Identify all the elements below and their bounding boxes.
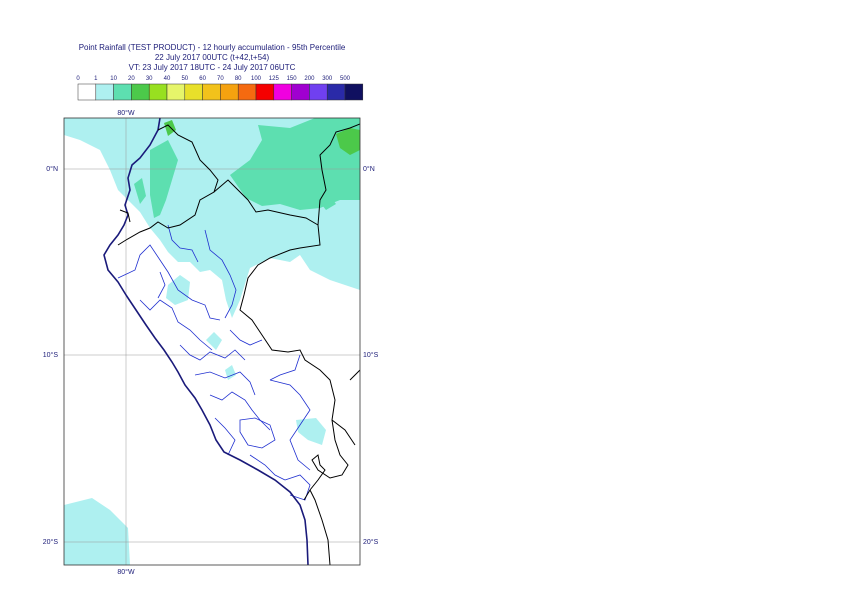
legend-threshold-label: 0 xyxy=(76,76,80,82)
legend-threshold-label: 500 xyxy=(340,76,351,82)
country-borders xyxy=(117,123,360,565)
lat-label-10S-right: 10°S xyxy=(363,351,379,359)
legend-threshold-label: 30 xyxy=(146,76,153,82)
title-line-3: VT: 23 July 2017 18UTC - 24 July 2017 06… xyxy=(128,63,296,72)
admin-boundaries xyxy=(117,224,311,501)
legend-threshold-label: 200 xyxy=(304,76,315,82)
lat-label-0N-right: 0°N xyxy=(363,165,375,173)
lat-label-0N: 0°N xyxy=(46,165,58,173)
legend-threshold-label: 80 xyxy=(235,76,242,82)
legend-threshold-labels: 0 1 10 20 30 40 50 60 70 80 100 125 150 200 300 500 xyxy=(76,76,350,82)
legend-threshold-label: 60 xyxy=(199,76,206,82)
legend-threshold-label: 50 xyxy=(181,76,188,82)
lat-label-20S-right: 20°S xyxy=(363,538,379,546)
lat-label-20S: 20°S xyxy=(43,538,59,546)
map-area xyxy=(64,118,360,565)
legend-threshold-label: 70 xyxy=(217,76,224,82)
legend-color-box xyxy=(344,83,364,101)
legend-threshold-label: 10 xyxy=(110,76,117,82)
legend-threshold-label: 20 xyxy=(128,76,135,82)
map-frame xyxy=(63,117,361,566)
lon-label-top: 80°W xyxy=(117,109,135,117)
legend-threshold-label: 300 xyxy=(322,76,333,82)
legend-threshold-label: 125 xyxy=(269,76,280,82)
color-legend: 0 1 10 20 30 40 50 60 70 80 100 125 150 200 300 500 xyxy=(76,76,364,101)
title-line-2: 22 July 2017 00UTC (t+42,t+54) xyxy=(154,53,270,62)
lat-label-10S: 10°S xyxy=(43,351,59,359)
coastline xyxy=(103,118,309,565)
title-line-1: Point Rainfall (TEST PRODUCT) - 12 hourl… xyxy=(78,43,346,52)
legend-threshold-label: 100 xyxy=(251,76,262,82)
lon-label-bottom: 80°W xyxy=(117,568,135,576)
legend-threshold-label: 150 xyxy=(287,76,298,82)
graticule xyxy=(64,118,360,565)
legend-color-boxes xyxy=(77,83,364,101)
legend-threshold-label: 40 xyxy=(164,76,171,82)
legend-threshold-label: 1 xyxy=(94,76,98,82)
rainfall-shading xyxy=(64,118,360,565)
